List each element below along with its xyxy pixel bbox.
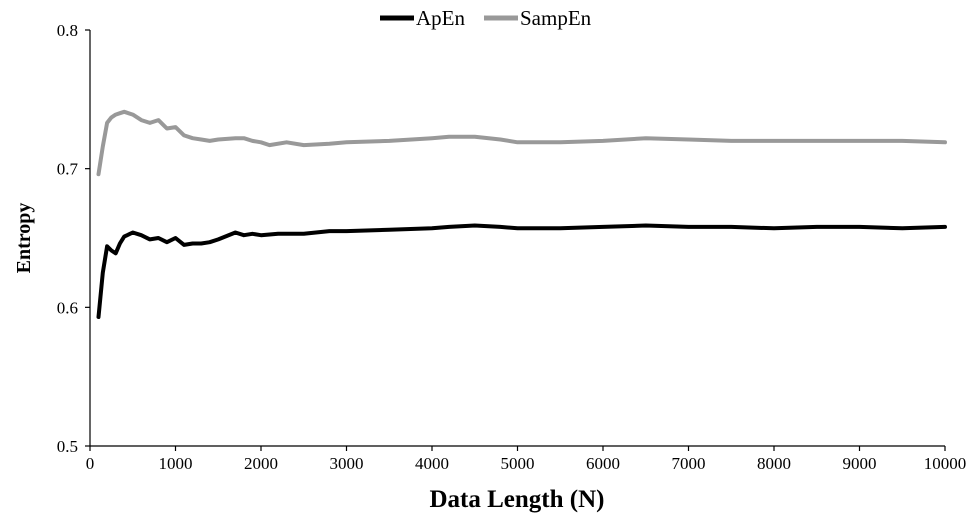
x-ticks: 0 1000 2000 3000 4000 5000 6000 7000 8000 9000 100… bbox=[86, 446, 967, 473]
x-tick-label: 9000 bbox=[843, 454, 877, 473]
y-tick-label: 0.6 bbox=[57, 298, 78, 317]
x-tick-label: 8000 bbox=[757, 454, 791, 473]
legend-label-sampen: SampEn bbox=[520, 6, 592, 30]
x-tick-label: 7000 bbox=[672, 454, 706, 473]
y-axis-title: Entropy bbox=[13, 203, 35, 274]
series-lines bbox=[96, 109, 947, 319]
x-axis-title: Data Length (N) bbox=[430, 486, 605, 513]
series-line-apen bbox=[96, 223, 947, 319]
x-tick-label: 2000 bbox=[244, 454, 278, 473]
y-tick-label: 0.8 bbox=[57, 21, 78, 40]
x-tick-label: 5000 bbox=[501, 454, 535, 473]
y-tick-label: 0.5 bbox=[57, 437, 78, 456]
y-tick-label: 0.7 bbox=[57, 160, 79, 179]
legend-label-apen: ApEn bbox=[416, 6, 465, 30]
legend: ApEn SampEn bbox=[380, 6, 592, 30]
series-line-sampen bbox=[96, 109, 947, 177]
x-tick-label: 3000 bbox=[330, 454, 364, 473]
x-tick-label: 6000 bbox=[586, 454, 620, 473]
y-ticks: 0.5 0.6 0.7 0.8 bbox=[57, 21, 90, 456]
x-tick-label: 4000 bbox=[415, 454, 449, 473]
x-tick-label: 0 bbox=[86, 454, 95, 473]
x-tick-label: 10000 bbox=[924, 454, 967, 473]
x-tick-label: 1000 bbox=[159, 454, 193, 473]
